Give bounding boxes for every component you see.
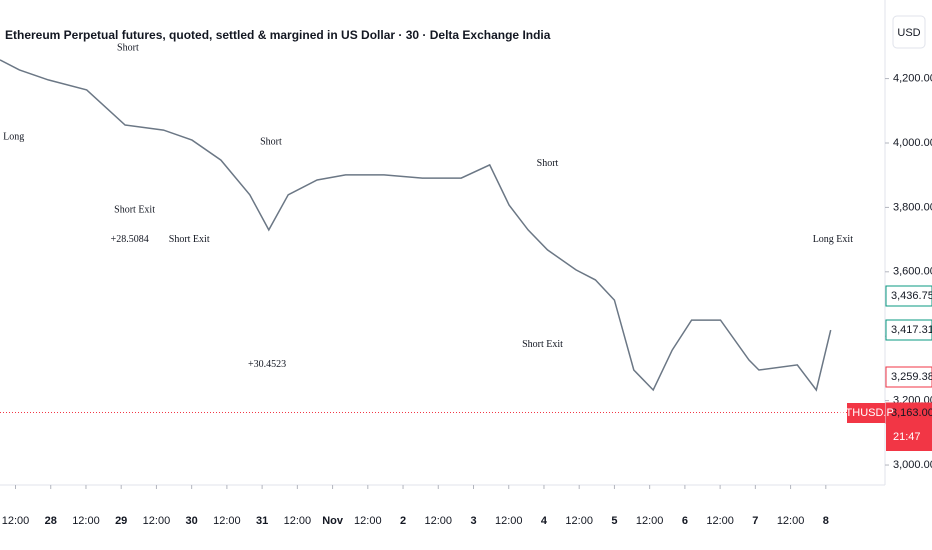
annotation: +30.4523 — [248, 359, 286, 370]
price-tag — [885, 319, 932, 341]
chart-title: Ethereum Perpetual futures, quoted, sett… — [5, 28, 551, 42]
annotation: Short Exit — [522, 339, 563, 350]
price-tag — [885, 366, 932, 388]
y-tick-label: 3,800.00 — [893, 201, 932, 213]
x-tick-label: 12:00 — [565, 515, 593, 527]
x-tick-label: 31 — [256, 515, 268, 527]
x-tick-label: 5 — [611, 515, 617, 527]
x-tick-label: 12:00 — [143, 515, 171, 527]
x-tick-label: 12:00 — [213, 515, 241, 527]
x-tick-label: 12:00 — [777, 515, 805, 527]
price-line — [0, 59, 832, 392]
annotation: +28.5084 — [111, 234, 149, 245]
price-tag-label: 3,259.38 — [891, 371, 932, 383]
x-tick-label: 7 — [752, 515, 758, 527]
annotation: Short — [260, 136, 282, 147]
price-tag-label: 3,436.75 — [891, 290, 932, 302]
price-tag — [885, 285, 932, 307]
countdown: 21:47 — [893, 431, 921, 443]
x-tick-label: 30 — [186, 515, 198, 527]
x-tick-label: 12:00 — [284, 515, 312, 527]
x-tick-label: 12:00 — [706, 515, 734, 527]
x-tick-label: 12:00 — [495, 515, 523, 527]
annotation: Long Exit — [813, 234, 853, 245]
price-tag-label: 3,163.00 — [891, 407, 932, 419]
x-tick-label: 28 — [45, 515, 57, 527]
x-tick-label: 12:00 — [72, 515, 100, 527]
currency[interactable]: USD — [897, 27, 920, 39]
y-tick-label: 4,000.00 — [893, 137, 932, 149]
x-tick-label: Nov — [322, 515, 344, 527]
x-tick-label: 12:00 — [636, 515, 664, 527]
x-tick-label: 2 — [400, 515, 406, 527]
x-tick-label: 29 — [115, 515, 127, 527]
annotation: Long — [3, 131, 24, 142]
annotation: Short Exit — [114, 204, 155, 215]
x-tick-label: 8 — [823, 515, 829, 527]
x-tick-label: 12:00 — [425, 515, 453, 527]
x-tick-label: 12:00 — [2, 515, 30, 527]
x-tick-label: 12:00 — [354, 515, 382, 527]
y-tick-label: 3,600.00 — [893, 266, 932, 278]
symbol-tag — [847, 403, 885, 423]
y-tick-label: 3,000.00 — [893, 459, 932, 471]
x-tick-label: 3 — [470, 515, 476, 527]
price-tag-label: 3,417.31 — [891, 324, 932, 336]
y-tick-label: 4,200.00 — [893, 72, 932, 84]
annotation: Short — [117, 42, 139, 53]
currency-button[interactable] — [892, 15, 926, 49]
annotation: Short Exit — [169, 234, 210, 245]
annotation: Short — [537, 158, 559, 169]
symbol-label: ETHUSD.P — [838, 407, 894, 419]
x-tick-label: 6 — [682, 515, 688, 527]
x-tick-label: 4 — [541, 515, 548, 527]
countdown-tag — [886, 423, 932, 451]
